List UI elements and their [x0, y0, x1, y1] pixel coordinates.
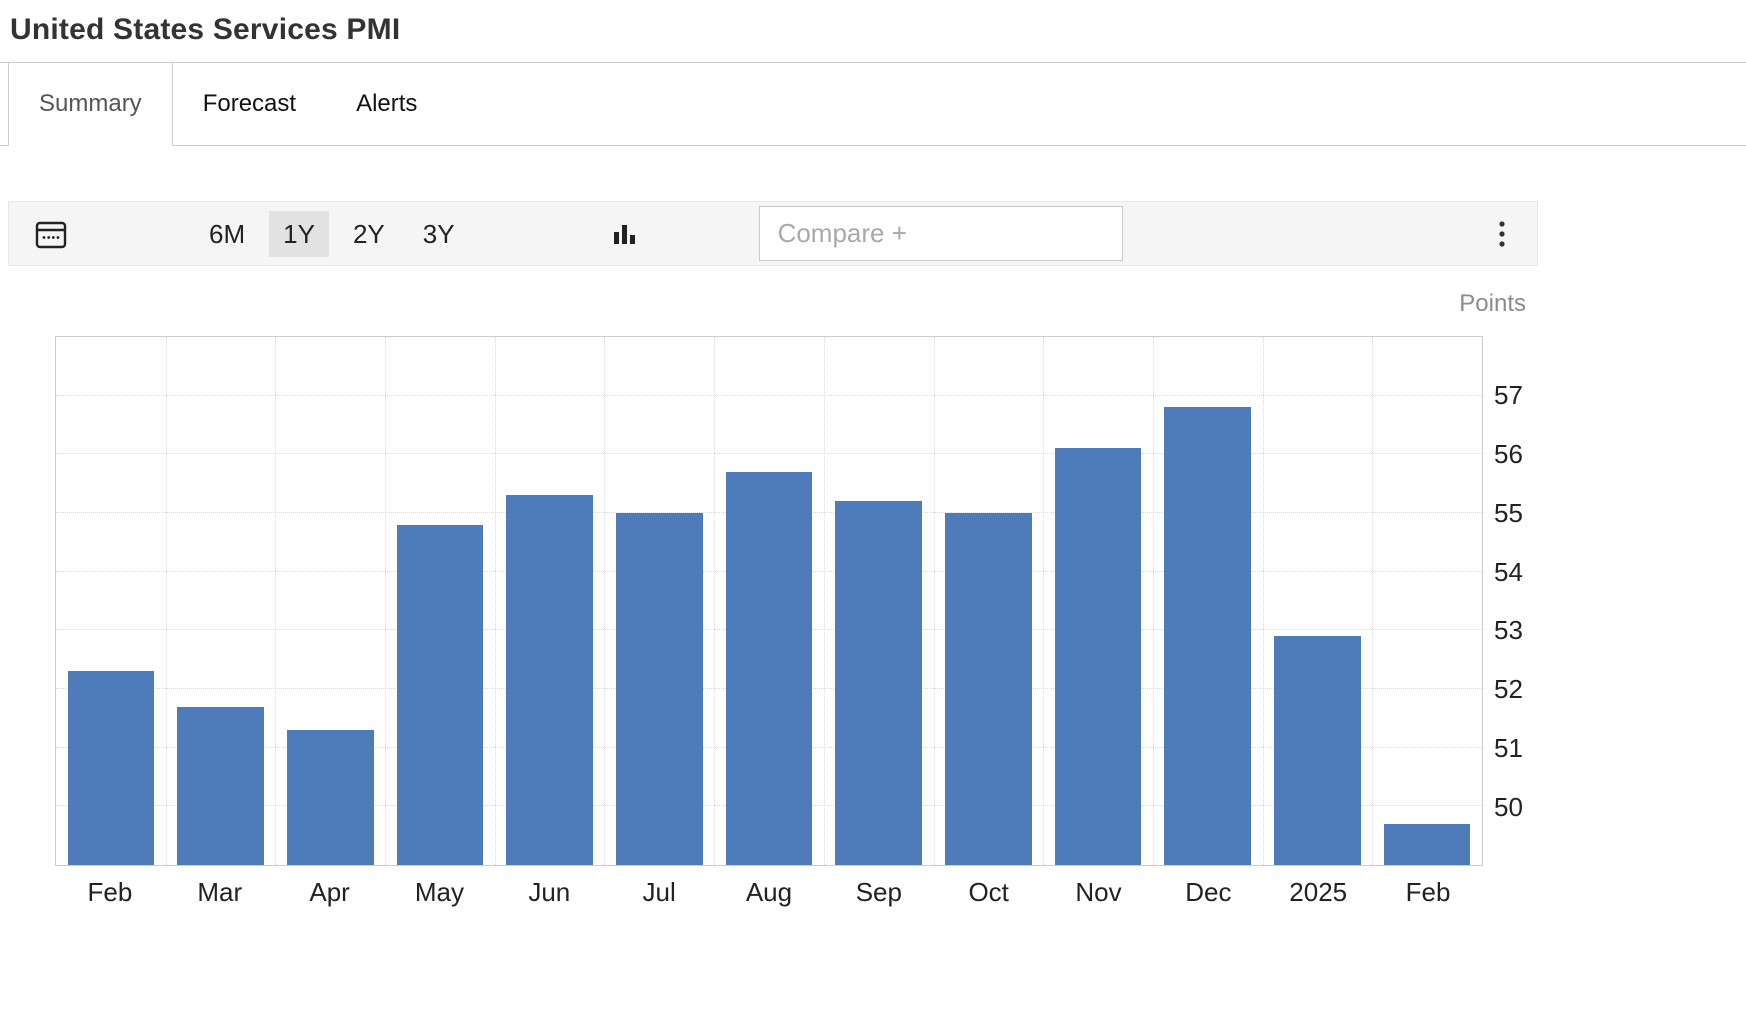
chart-widget: 6M 1Y 2Y 3Y	[8, 201, 1538, 926]
v-gridline	[275, 337, 277, 865]
v-gridline	[823, 337, 825, 865]
v-gridline	[494, 337, 496, 865]
h-gridline	[56, 394, 1482, 396]
page-header: United States Services PMI	[0, 0, 1746, 63]
xtick-label: Apr	[309, 877, 350, 907]
bar-feb[interactable]	[67, 671, 155, 865]
ytick-label: 50	[1494, 792, 1523, 823]
v-gridline	[1372, 337, 1374, 865]
tab-summary[interactable]: Summary	[8, 63, 173, 146]
tab-bar: Summary Forecast Alerts	[0, 63, 1746, 146]
xtick-label: Feb	[87, 877, 133, 907]
bar-2025[interactable]	[1274, 636, 1361, 865]
ytick-label: 55	[1494, 497, 1523, 528]
bar-sep[interactable]	[835, 501, 923, 865]
h-gridline	[56, 453, 1482, 455]
bar-mar[interactable]	[177, 706, 264, 865]
yaxis-unit-label: Points	[1459, 290, 1526, 317]
tab-forecast[interactable]: Forecast	[172, 63, 327, 145]
xtick-label: Oct	[968, 877, 1009, 907]
v-gridline	[1152, 337, 1154, 865]
bar-feb[interactable]	[1383, 823, 1471, 865]
tab-alerts[interactable]: Alerts	[326, 63, 448, 145]
xaxis-labels: Feb Mar Apr May Jun Jul Aug Sep Oct Nov Dec 2025 Feb	[55, 877, 1483, 909]
ytick-label: 54	[1494, 556, 1523, 587]
v-gridline	[604, 337, 606, 865]
yaxis-ticks: 50 51 52 53 54 55 56 57	[1494, 336, 1538, 866]
page-title: United States Services PMI	[10, 13, 401, 46]
bar-dec[interactable]	[1164, 407, 1252, 865]
kebab-menu-icon[interactable]	[1491, 213, 1513, 255]
v-gridline	[1262, 337, 1264, 865]
ytick-label: 56	[1494, 438, 1523, 469]
xtick-label: Mar	[197, 877, 243, 907]
range-selector: 6M 1Y 2Y 3Y	[195, 210, 469, 257]
bar-nov[interactable]	[1054, 448, 1142, 865]
xtick-label: Aug	[745, 877, 793, 907]
bar-jul[interactable]	[615, 513, 703, 865]
xtick-label: Jun	[528, 877, 571, 907]
ytick-label: 53	[1494, 615, 1523, 646]
v-gridline	[714, 337, 716, 865]
xtick-label: 2025	[1289, 877, 1348, 907]
bar-apr[interactable]	[286, 730, 374, 865]
compare-input[interactable]	[758, 206, 1123, 261]
ytick-label: 51	[1494, 733, 1523, 764]
ytick-label: 57	[1494, 379, 1523, 410]
bar-may[interactable]	[396, 524, 484, 865]
ytick-label: 52	[1494, 674, 1523, 705]
plot-area[interactable]	[55, 336, 1483, 866]
xtick-label: May	[414, 877, 465, 907]
chart-toolbar: 6M 1Y 2Y 3Y	[8, 201, 1538, 266]
v-gridline	[1043, 337, 1045, 865]
xtick-label: Dec	[1185, 877, 1232, 907]
chart-type-icon[interactable]	[607, 216, 643, 252]
calendar-icon[interactable]	[29, 212, 73, 256]
chart: Points 50 51 52 53 54 55 56 57 Feb Mar Apr May Jun J…	[8, 266, 1538, 926]
bar-oct[interactable]	[945, 513, 1032, 865]
range-3y-button[interactable]: 3Y	[409, 211, 469, 257]
v-gridline	[385, 337, 387, 865]
v-gridline	[165, 337, 167, 865]
range-2y-button[interactable]: 2Y	[339, 211, 399, 257]
xtick-label: Sep	[855, 877, 902, 907]
bar-aug[interactable]	[725, 471, 813, 865]
xtick-label: Nov	[1075, 877, 1122, 907]
xtick-label: Feb	[1405, 877, 1451, 907]
v-gridline	[933, 337, 935, 865]
xtick-label: Jul	[642, 877, 676, 907]
range-1y-button[interactable]: 1Y	[269, 210, 329, 257]
bar-jun[interactable]	[506, 495, 593, 865]
range-6m-button[interactable]: 6M	[195, 211, 259, 257]
